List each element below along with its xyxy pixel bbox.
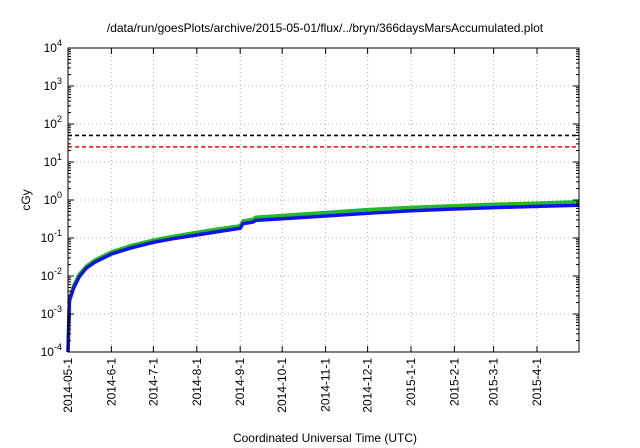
y-tick-label: 104 <box>44 38 62 55</box>
y-tick-exponent: 1 <box>57 152 62 162</box>
x-tick-label: 2015-4-1 <box>530 358 544 406</box>
x-tick-label: 2014-10-1 <box>275 358 289 413</box>
x-tick-label: 2014-12-1 <box>361 358 375 413</box>
y-axis-label: cGy <box>19 189 33 210</box>
x-tick-label: 2015-1-1 <box>404 358 418 406</box>
grid-lines <box>68 48 579 352</box>
y-tick-exponent: 2 <box>57 114 62 124</box>
y-tick-exponent: 0 <box>57 190 62 200</box>
series-line-2 <box>66 203 580 353</box>
y-tick-label: 10-1 <box>41 228 62 245</box>
y-tick-exponent: 3 <box>57 76 62 86</box>
series-layer <box>66 199 580 353</box>
series-line-1 <box>66 199 580 353</box>
x-tick-label: 2014-05-1 <box>61 358 75 413</box>
x-tick-label: 2014-9-1 <box>233 358 247 406</box>
axis-ticks <box>67 47 579 353</box>
x-tick-label: 2014-7-1 <box>146 358 160 406</box>
y-tick-label: 101 <box>44 152 62 169</box>
x-tick-label: 2014-6-1 <box>104 358 118 406</box>
reference-lines <box>68 134 579 148</box>
x-tick-label: 2014-11-1 <box>319 358 333 412</box>
x-tick-label: 2015-3-1 <box>487 358 501 406</box>
y-tick-label: 102 <box>44 114 62 131</box>
y-tick-label: 10-3 <box>41 304 62 321</box>
chart-title: /data/run/goesPlots/archive/2015-05-01/f… <box>107 21 544 35</box>
y-tick-label: 10-4 <box>41 342 62 359</box>
y-tick-exponent: 4 <box>57 38 62 48</box>
x-tick-label: 2014-8-1 <box>190 358 204 406</box>
x-axis-label: Coordinated Universal Time (UTC) <box>233 431 417 445</box>
x-tick-label: 2015-2-1 <box>447 358 461 406</box>
y-tick-label: 10-2 <box>41 266 62 283</box>
y-tick-exponent: -2 <box>54 266 62 276</box>
y-tick-exponent: -4 <box>54 342 62 352</box>
x-tick-labels: 2014-05-1 2014-6-1 2014-7-1 2014-8-1 2014-9-… <box>61 358 544 413</box>
y-tick-exponent: -3 <box>54 304 62 314</box>
y-tick-label: 100 <box>44 190 62 207</box>
y-tick-exponent: -1 <box>54 228 62 238</box>
y-tick-label: 103 <box>44 76 62 93</box>
